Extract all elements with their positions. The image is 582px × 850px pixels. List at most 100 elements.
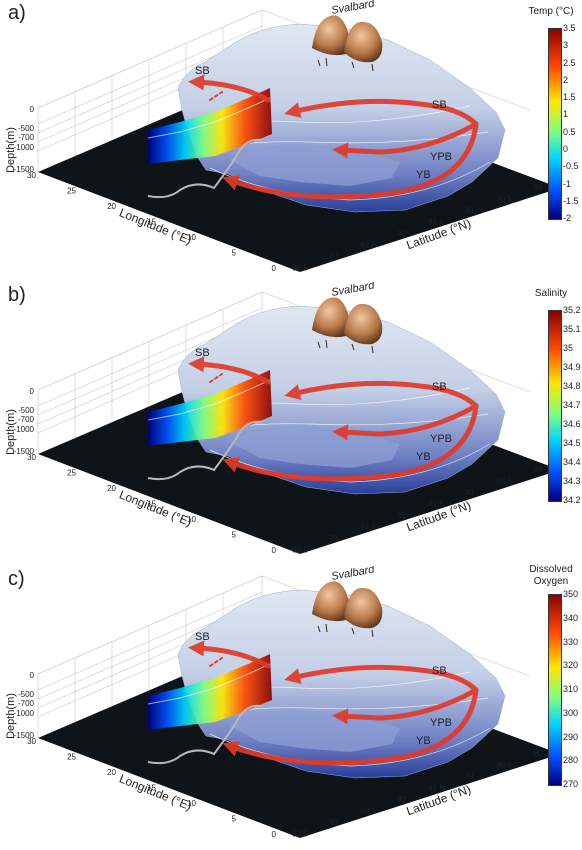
cruise-track	[147, 138, 263, 199]
colorbar-tick: 34.4	[563, 457, 581, 467]
depth-tick: -1500	[14, 165, 35, 174]
depth-axis-label: Depth(m)	[5, 693, 17, 739]
arrow-ypb	[332, 121, 479, 159]
depth-tick: -1500	[14, 447, 35, 456]
latitude-tick: 82.5	[360, 523, 376, 532]
longitude-tick: 10	[187, 233, 196, 242]
colorbar-tick: -1.5	[563, 195, 579, 206]
arrow-sb-west	[188, 356, 271, 385]
longitude-tick: 20	[107, 484, 116, 493]
latitude-tick: 82.5	[360, 241, 376, 250]
annotation-sb: SB	[432, 665, 447, 677]
colorbar-tick: 34.2	[563, 495, 581, 505]
colorbar-tick: 34.3	[563, 476, 581, 486]
colorbar-tick: 290	[563, 731, 579, 742]
annotation-sb: SB	[195, 65, 210, 77]
latitude-tick: 80.5	[496, 761, 512, 770]
annotation-sb: SB	[195, 347, 210, 359]
longitude-tick: 15	[147, 784, 156, 793]
data-section	[147, 654, 272, 730]
latitude-tick: 80.5	[496, 477, 512, 486]
arrow-sb-west	[188, 640, 271, 669]
longitude-tick: 30	[27, 453, 36, 462]
annotation-sb: SB	[195, 631, 210, 643]
colorbar-tick: 310	[563, 684, 579, 694]
grid-box	[37, 575, 531, 738]
longitude-tick: 0	[272, 830, 277, 839]
depth-tick: -1000	[14, 709, 35, 718]
depth-tick: 0	[30, 105, 35, 114]
annotation-svalbard: Svalbard	[330, 282, 376, 299]
panel-2: b) Svalbard SB SB YPB YB Depth(m) 0 -500 -700 -100…	[0, 282, 582, 562]
latitude-tick: 81.5	[428, 218, 444, 227]
longitude-tick: 20	[107, 202, 116, 211]
annotation-ypb: YPB	[430, 151, 452, 163]
data-section	[147, 88, 272, 164]
latitude-tick: 80	[534, 465, 543, 474]
latitude-tick: 83.5	[292, 264, 308, 273]
colorbar-tick: 34.5	[563, 438, 581, 448]
arrow-sb-east	[284, 98, 479, 127]
longitude-tick: 25	[67, 469, 76, 478]
depth-tick: -700	[18, 699, 35, 708]
annotation-yb: YB	[416, 169, 431, 181]
longitude-tick: 15	[147, 218, 156, 227]
colorbar-tick: 34.8	[563, 381, 581, 391]
plateau-basin	[230, 143, 400, 186]
colorbar	[548, 594, 562, 786]
colorbar-tick: 34.9	[563, 362, 581, 372]
colorbar-tick: 270	[563, 779, 579, 789]
depth-axis-label: Depth(m)	[5, 409, 17, 455]
colorbar	[548, 310, 562, 502]
depth-tick: 0	[30, 387, 35, 396]
annotation-ypb: YPB	[430, 433, 452, 445]
depth-tick: -700	[18, 415, 35, 424]
annotation-sb: SB	[432, 381, 447, 393]
longitude-tick: 20	[107, 768, 116, 777]
svalbard-land	[312, 581, 383, 638]
longitude-tick: 25	[67, 753, 76, 762]
longitude-tick: 30	[27, 737, 36, 746]
colorbar-tick: 35.1	[563, 324, 581, 334]
latitude-tick: 82	[398, 229, 407, 238]
annotation-svalbard: Svalbard	[330, 566, 376, 583]
colorbar-tick: 280	[563, 755, 579, 766]
colorbar-tick: 35.2	[563, 305, 581, 315]
colorbar-tick: 330	[563, 636, 579, 647]
depth-tick: -1000	[14, 425, 35, 434]
colorbar-tick: 350	[563, 589, 579, 599]
cruise-track	[147, 704, 263, 765]
colorbar	[548, 28, 562, 220]
colorbar-tick: 2	[563, 74, 569, 85]
arrow-yb	[222, 403, 479, 482]
depth-tick: -500	[18, 406, 35, 415]
colorbar-tick: 300	[563, 707, 579, 718]
colorbar-title: Dissolved Oxygen	[529, 564, 573, 587]
colorbar-tick: 0	[563, 143, 569, 154]
annotation-ypb: YPB	[430, 717, 452, 729]
longitude-tick: 5	[232, 815, 237, 824]
arrow-ypb	[332, 687, 479, 725]
colorbar-tick: 34.6	[563, 419, 581, 429]
annotation-sb: SB	[432, 99, 447, 111]
latitude-tick: 81.5	[428, 784, 444, 793]
arrow-yb	[222, 121, 479, 200]
longitude-tick: 10	[187, 515, 196, 524]
scene-3d: Svalbard SB SB YPB YB Depth(m) 0 -500-700-1000 -…	[5, 282, 560, 555]
svalbard-land	[312, 15, 383, 72]
latitude-tick: 83.5	[292, 830, 308, 839]
latitude-tick: 82	[398, 795, 407, 804]
depth-tick: -1500	[14, 731, 35, 740]
colorbar-tick: -0.5	[563, 161, 579, 172]
cruise-track	[147, 420, 263, 481]
arrow-ypb	[332, 403, 479, 441]
scene-3d: Svalbard SB SB YPB YB Depth(m) 0 -500-700-1000 -…	[5, 0, 560, 273]
latitude-tick: 82	[398, 511, 407, 520]
panel-1: a) Svalbard SB SB YPB YB Depth(m) 0 -500 -700 -100…	[0, 0, 582, 280]
current-arrows	[188, 74, 479, 200]
annotation-yb: YB	[416, 735, 431, 747]
latitude-tick: 80	[534, 183, 543, 192]
latitude-tick: 82.5	[360, 807, 376, 816]
colorbar-tick: 340	[563, 612, 579, 623]
latitude-tick: 83	[330, 818, 339, 827]
